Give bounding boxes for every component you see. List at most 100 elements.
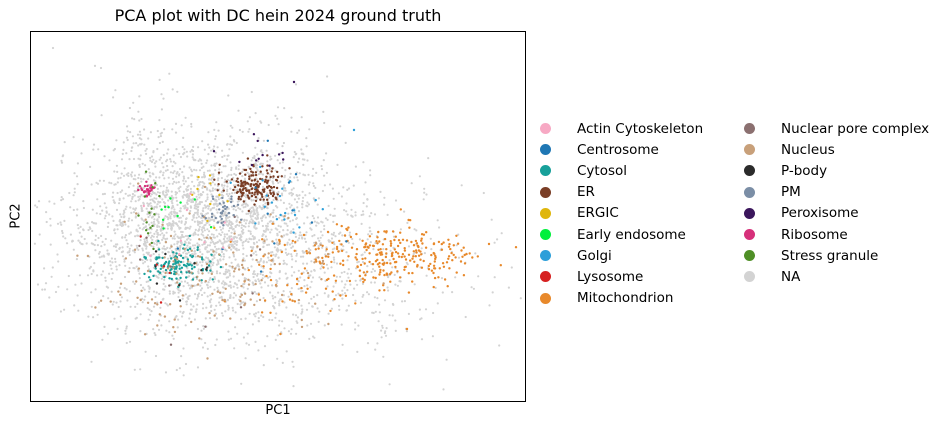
scatter-point bbox=[134, 200, 137, 203]
scatter-point bbox=[233, 185, 237, 189]
scatter-point bbox=[242, 187, 245, 191]
scatter-point bbox=[162, 171, 165, 174]
scatter-point bbox=[321, 262, 324, 265]
scatter-point bbox=[159, 185, 162, 188]
scatter-point bbox=[343, 209, 346, 212]
scatter-point bbox=[179, 289, 182, 292]
scatter-point bbox=[320, 220, 323, 223]
legend-item: Mitochondrion bbox=[540, 288, 673, 309]
scatter-point bbox=[148, 228, 151, 231]
scatter-point bbox=[139, 283, 142, 287]
scatter-point bbox=[141, 218, 144, 221]
scatter-point bbox=[253, 211, 256, 214]
scatter-point bbox=[118, 202, 121, 205]
scatter-point bbox=[157, 221, 160, 225]
scatter-point bbox=[376, 258, 379, 262]
scatter-point bbox=[235, 166, 238, 169]
scatter-point bbox=[223, 240, 226, 243]
scatter-point bbox=[171, 182, 174, 185]
scatter-point bbox=[168, 260, 171, 263]
scatter-point bbox=[110, 277, 113, 281]
scatter-point bbox=[434, 257, 437, 261]
scatter-point bbox=[225, 276, 228, 279]
scatter-point bbox=[282, 186, 285, 189]
scatter-point bbox=[278, 238, 281, 242]
scatter-point bbox=[164, 252, 167, 256]
scatter-point bbox=[213, 162, 216, 165]
scatter-point bbox=[447, 238, 450, 241]
scatter-point bbox=[224, 263, 228, 266]
scatter-point bbox=[177, 291, 180, 294]
scatter-point bbox=[352, 293, 355, 297]
scatter-point bbox=[110, 257, 113, 260]
scatter-point bbox=[212, 175, 215, 178]
scatter-point bbox=[305, 249, 308, 253]
scatter-point bbox=[120, 296, 123, 299]
scatter-point bbox=[311, 235, 314, 238]
scatter-point bbox=[456, 242, 460, 245]
scatter-point bbox=[242, 203, 245, 206]
scatter-point bbox=[252, 252, 255, 255]
scatter-point bbox=[136, 302, 139, 305]
scatter-point bbox=[171, 334, 174, 337]
scatter-point bbox=[222, 253, 225, 256]
scatter-point bbox=[260, 149, 263, 152]
scatter-point bbox=[286, 224, 289, 227]
scatter-point bbox=[182, 347, 185, 350]
scatter-point bbox=[153, 232, 156, 235]
scatter-point bbox=[222, 189, 225, 192]
legend-marker bbox=[744, 271, 755, 283]
scatter-point bbox=[257, 157, 260, 160]
scatter-point bbox=[133, 282, 136, 285]
scatter-point bbox=[112, 300, 115, 303]
scatter-point bbox=[295, 277, 299, 281]
scatter-point bbox=[301, 203, 304, 206]
scatter-point bbox=[124, 192, 127, 195]
legend-label: Lysosome bbox=[577, 268, 644, 285]
scatter-point bbox=[193, 220, 196, 223]
scatter-point bbox=[327, 322, 330, 326]
scatter-point bbox=[172, 326, 175, 329]
scatter-point bbox=[316, 221, 319, 224]
scatter-point bbox=[261, 179, 264, 182]
scatter-point bbox=[63, 219, 66, 222]
scatter-point bbox=[262, 265, 265, 268]
scatter-point bbox=[266, 198, 269, 201]
scatter-point bbox=[244, 222, 247, 225]
legend-label: Early endosome bbox=[577, 226, 686, 243]
scatter-point bbox=[255, 241, 258, 244]
scatter-point bbox=[103, 155, 106, 158]
scatter-point bbox=[231, 265, 234, 268]
scatter-point bbox=[185, 300, 188, 303]
scatter-point bbox=[311, 174, 314, 177]
scatter-point bbox=[321, 259, 325, 263]
scatter-point bbox=[156, 129, 159, 133]
scatter-point bbox=[264, 216, 267, 219]
scatter-point bbox=[49, 217, 52, 220]
scatter-point bbox=[361, 210, 365, 213]
scatter-point bbox=[140, 206, 143, 210]
scatter-point bbox=[251, 281, 254, 284]
scatter-point bbox=[263, 214, 266, 217]
scatter-point bbox=[340, 323, 343, 326]
scatter-point bbox=[454, 276, 457, 279]
scatter-point bbox=[182, 175, 185, 178]
scatter-point bbox=[60, 161, 64, 164]
scatter-point bbox=[433, 252, 436, 255]
scatter-point bbox=[294, 173, 298, 176]
scatter-point bbox=[237, 268, 241, 271]
scatter-point bbox=[360, 213, 363, 217]
scatter-point bbox=[157, 213, 160, 216]
scatter-point bbox=[230, 238, 233, 241]
scatter-point bbox=[96, 313, 99, 316]
scatter-point bbox=[347, 304, 350, 307]
scatter-point bbox=[168, 182, 171, 185]
scatter-point bbox=[253, 183, 256, 186]
scatter-point bbox=[203, 204, 206, 207]
scatter-point bbox=[284, 248, 287, 251]
scatter-point bbox=[421, 242, 424, 245]
scatter-point bbox=[183, 151, 186, 154]
scatter-point bbox=[236, 332, 239, 335]
scatter-point bbox=[244, 168, 248, 172]
scatter-point bbox=[274, 255, 277, 258]
